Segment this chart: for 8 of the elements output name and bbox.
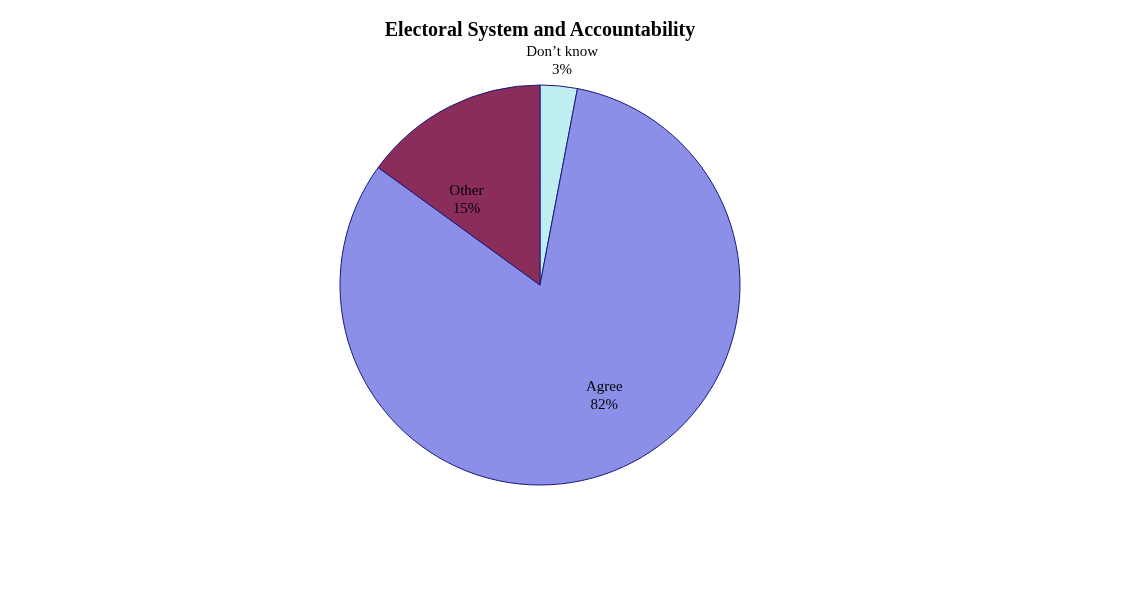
- data-label: 82%: [590, 396, 619, 413]
- chart-title: Electoral System and Accountability: [384, 18, 696, 42]
- data-label: 3%: [552, 61, 573, 78]
- slice-label: Other: [449, 182, 484, 199]
- slice-label: Agree: [585, 378, 623, 395]
- pie-slice: [339, 88, 741, 486]
- data-label: 15%: [452, 200, 481, 217]
- slice-label: Don’t know: [526, 43, 599, 60]
